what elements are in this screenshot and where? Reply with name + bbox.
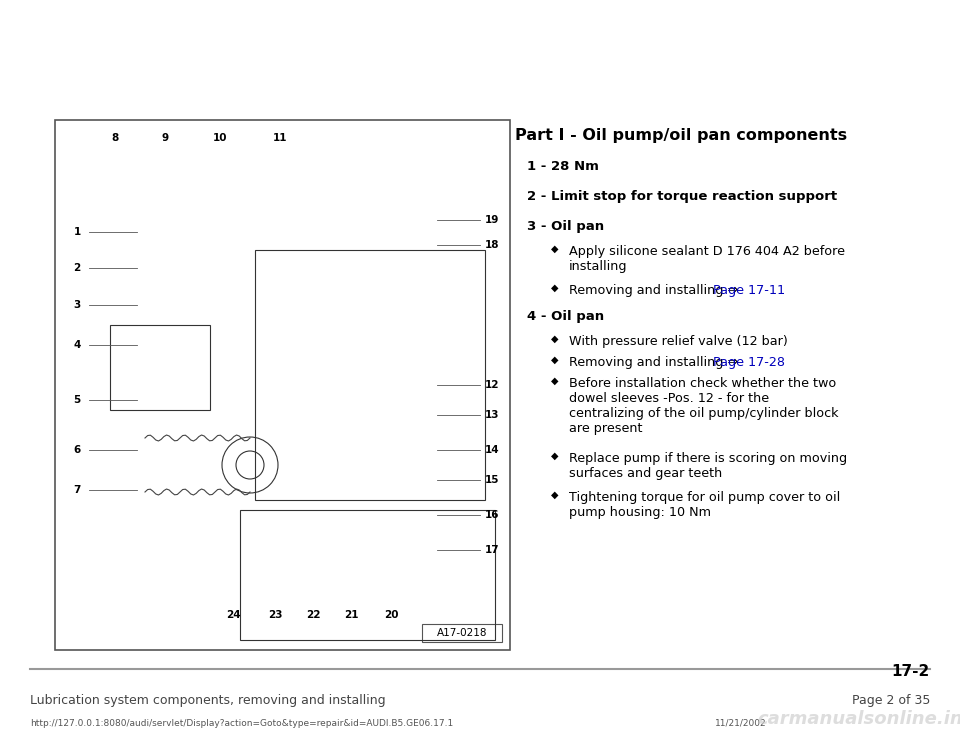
Text: 3: 3 <box>73 300 81 310</box>
Text: 6: 6 <box>73 445 81 455</box>
Text: Replace pump if there is scoring on moving
surfaces and gear teeth: Replace pump if there is scoring on movi… <box>569 452 847 480</box>
Text: 12: 12 <box>485 380 499 390</box>
Text: http://127.0.0.1:8080/audi/servlet/Display?action=Goto&type=repair&id=AUDI.B5.GE: http://127.0.0.1:8080/audi/servlet/Displ… <box>30 719 453 728</box>
Text: 13: 13 <box>485 410 499 420</box>
Text: 1 - 28 Nm: 1 - 28 Nm <box>527 160 599 173</box>
Text: ◆: ◆ <box>551 451 559 461</box>
Text: 11: 11 <box>273 133 287 143</box>
Text: 19: 19 <box>485 215 499 225</box>
Text: ◆: ◆ <box>551 244 559 254</box>
Text: Removing and installing ⇒: Removing and installing ⇒ <box>569 284 742 297</box>
Text: 23: 23 <box>268 610 282 620</box>
Text: 17-2: 17-2 <box>892 663 930 678</box>
Text: Page 2 of 35: Page 2 of 35 <box>852 694 930 707</box>
Text: Apply silicone sealant D 176 404 A2 before
installing: Apply silicone sealant D 176 404 A2 befo… <box>569 245 845 273</box>
Text: 14: 14 <box>485 445 499 455</box>
Text: With pressure relief valve (12 bar): With pressure relief valve (12 bar) <box>569 335 788 348</box>
Text: 8: 8 <box>111 133 119 143</box>
Text: 9: 9 <box>161 133 169 143</box>
Text: 16: 16 <box>485 510 499 520</box>
Text: Tightening torque for oil pump cover to oil
pump housing: 10 Nm: Tightening torque for oil pump cover to … <box>569 491 840 519</box>
Text: 11/21/2002: 11/21/2002 <box>715 719 767 728</box>
Text: 1: 1 <box>73 227 81 237</box>
Text: 5: 5 <box>73 395 81 405</box>
Text: 2 - Limit stop for torque reaction support: 2 - Limit stop for torque reaction suppo… <box>527 190 837 203</box>
Text: A17-0218: A17-0218 <box>437 628 488 638</box>
Bar <box>55 120 510 650</box>
Text: ◆: ◆ <box>551 490 559 500</box>
Text: Removing and installing ⇒: Removing and installing ⇒ <box>569 356 742 369</box>
Text: 4: 4 <box>73 340 81 350</box>
Text: Page 17-11: Page 17-11 <box>712 284 784 297</box>
Bar <box>422 624 502 642</box>
Text: 17: 17 <box>485 545 499 555</box>
Text: 10: 10 <box>213 133 228 143</box>
Text: Lubrication system components, removing and installing: Lubrication system components, removing … <box>30 694 386 707</box>
Text: Part I - Oil pump/oil pan components: Part I - Oil pump/oil pan components <box>515 128 847 143</box>
Text: 7: 7 <box>73 485 81 495</box>
Text: 4 - Oil pan: 4 - Oil pan <box>527 310 604 323</box>
Text: 15: 15 <box>485 475 499 485</box>
Text: 20: 20 <box>384 610 398 620</box>
Text: 18: 18 <box>485 240 499 250</box>
Text: 22: 22 <box>305 610 321 620</box>
Text: Before installation check whether the two
dowel sleeves -Pos. 12 - for the
centr: Before installation check whether the tw… <box>569 377 838 435</box>
Text: carmanualsonline.info: carmanualsonline.info <box>757 710 960 728</box>
Text: ◆: ◆ <box>551 376 559 386</box>
Text: 24: 24 <box>226 610 240 620</box>
Text: 21: 21 <box>344 610 358 620</box>
Text: ◆: ◆ <box>551 355 559 365</box>
Text: 2: 2 <box>73 263 81 273</box>
Text: Page 17-28: Page 17-28 <box>712 356 784 369</box>
Text: ◆: ◆ <box>551 334 559 344</box>
Text: 3 - Oil pan: 3 - Oil pan <box>527 220 604 233</box>
Text: ◆: ◆ <box>551 283 559 293</box>
